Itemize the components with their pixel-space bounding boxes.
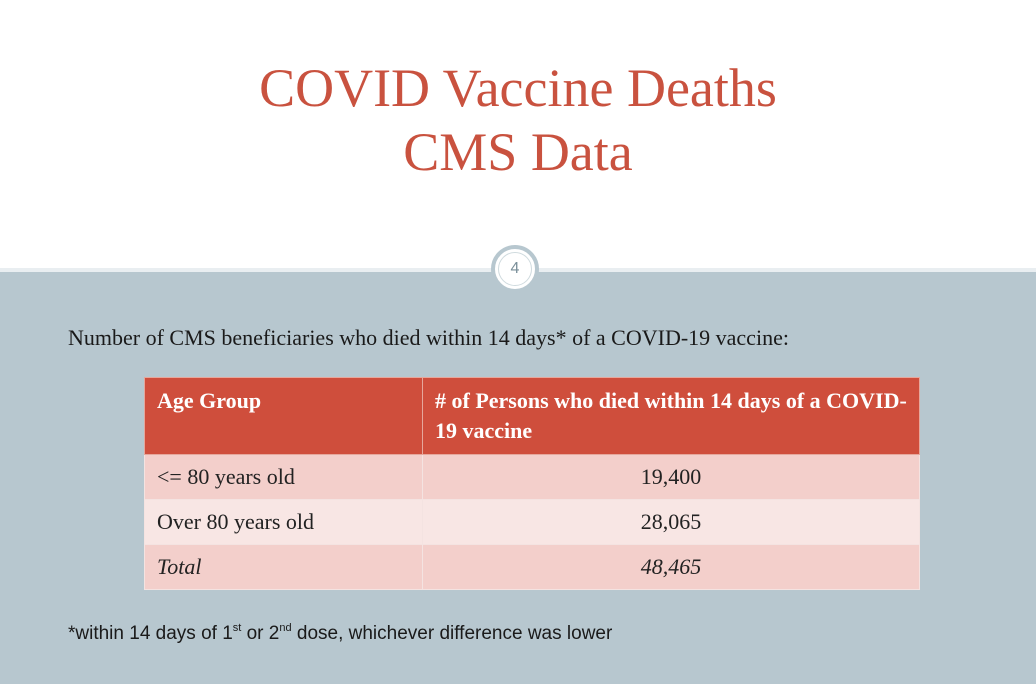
cell-total-label: Total xyxy=(144,544,423,590)
footnote-text-3: dose, whichever difference was lower xyxy=(291,623,613,644)
cell-count: 19,400 xyxy=(422,454,920,500)
header-age-group: Age Group xyxy=(144,377,423,455)
slide-title: COVID Vaccine Deaths CMS Data xyxy=(0,56,1036,184)
slide-number-badge: 4 xyxy=(491,245,539,293)
intro-text: Number of CMS beneficiaries who died wit… xyxy=(68,325,789,350)
footnote-text-2: or 2 xyxy=(241,623,280,644)
footnote: *within 14 days of 1st or 2nd dose, whic… xyxy=(68,622,612,645)
slide-title-line-2: CMS Data xyxy=(403,122,633,182)
footnote-sup-2: nd xyxy=(279,622,292,634)
cell-age-group: <= 80 years old xyxy=(144,454,423,500)
table-row-total: Total 48,465 xyxy=(144,544,920,590)
cell-total-count: 48,465 xyxy=(422,544,920,590)
footnote-text-1: *within 14 days of 1 xyxy=(68,623,233,644)
slide-number: 4 xyxy=(510,260,520,277)
deaths-table: Age Group # of Persons who died within 1… xyxy=(144,377,920,590)
table-row: Over 80 years old 28,065 xyxy=(144,499,920,545)
table-header-row: Age Group # of Persons who died within 1… xyxy=(144,377,920,455)
cell-age-group: Over 80 years old xyxy=(144,499,423,545)
table-row: <= 80 years old 19,400 xyxy=(144,454,920,500)
header-deaths-count: # of Persons who died within 14 days of … xyxy=(422,377,920,455)
footnote-sup-1: st xyxy=(232,622,242,634)
cell-count: 28,065 xyxy=(422,499,920,545)
slide-title-line-1: COVID Vaccine Deaths xyxy=(259,58,777,118)
slide-title-area: COVID Vaccine Deaths CMS Data xyxy=(0,0,1036,271)
